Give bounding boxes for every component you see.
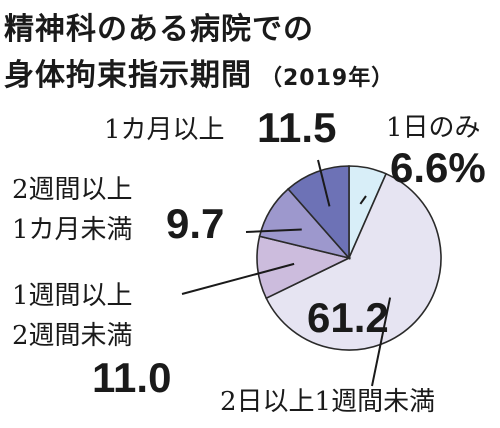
chart-title-line-1: 精神科のある病院での — [4, 12, 314, 47]
leader-line-two-days — [371, 297, 392, 387]
slice-value-over-one-month: 11.5 — [257, 104, 337, 151]
leader-line-one-week — [181, 262, 295, 295]
chart-year: （2019年） — [260, 66, 395, 91]
chart-title-main: 身体拘束指示期間 — [4, 58, 252, 93]
leader-line-over-one-month — [317, 159, 331, 207]
leader-line-two-weeks — [245, 228, 302, 233]
slice-label-two-weeks-line-1: 2週間以上 — [12, 175, 133, 205]
slice-label-two-days: 2日以上1週間未満 — [220, 387, 436, 417]
pie-slice-over-one-month — [287, 165, 350, 261]
slice-label-one-week-line-1: 1週間以上 — [12, 281, 133, 311]
pie-slice-two-days — [265, 172, 442, 351]
slice-value-two-days: 61.2 — [307, 294, 389, 341]
slice-label-over-one-month: 1カ月以上 — [104, 115, 225, 145]
slice-value-two-weeks: 9.7 — [166, 200, 225, 247]
slice-label-one-week-line-2: 2週間未満 — [12, 321, 133, 351]
slice-value-one-week: 11.0 — [92, 354, 172, 401]
chart-title-line-2: 身体拘束指示期間 （2019年） — [4, 50, 394, 94]
leader-line-one-day — [359, 195, 367, 205]
slice-label-one-day: 1日のみ — [386, 113, 481, 143]
slice-value-one-day: 6.6% — [390, 144, 486, 191]
slice-label-two-weeks-line-2: 1カ月未満 — [12, 215, 133, 245]
